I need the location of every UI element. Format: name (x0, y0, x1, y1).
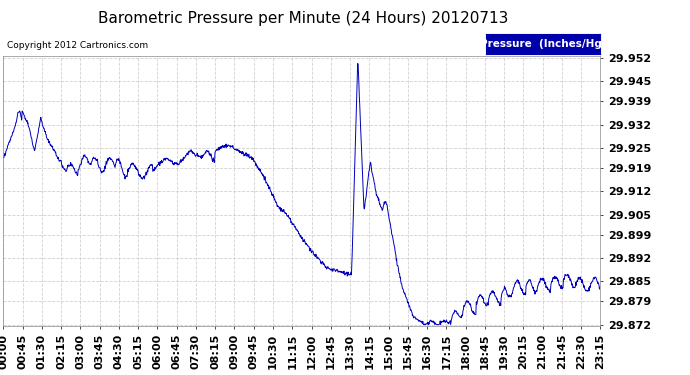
Text: Barometric Pressure per Minute (24 Hours) 20120713: Barometric Pressure per Minute (24 Hours… (99, 11, 509, 26)
Text: Copyright 2012 Cartronics.com: Copyright 2012 Cartronics.com (7, 41, 148, 50)
Text: Pressure  (Inches/Hg): Pressure (Inches/Hg) (480, 39, 607, 49)
